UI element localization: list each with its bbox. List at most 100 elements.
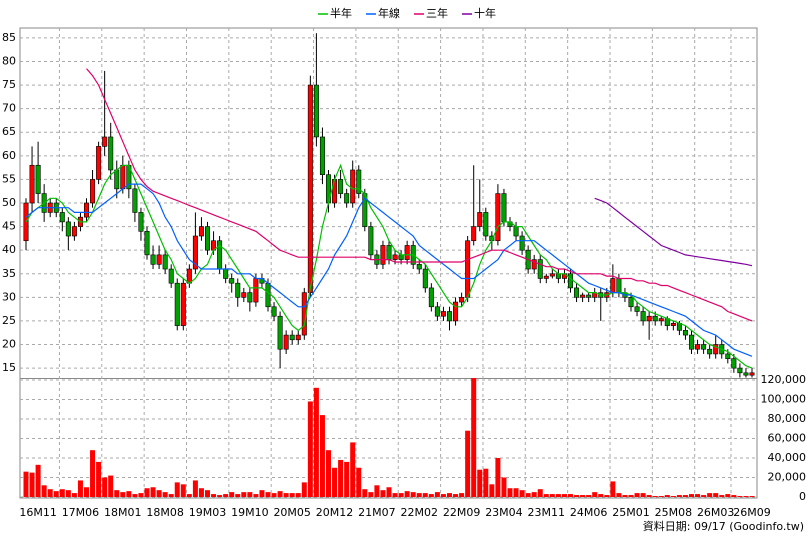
- candle-body: [198, 226, 204, 237]
- candle-body: [543, 275, 549, 279]
- volume-bar: [422, 493, 428, 497]
- y-tick-label: 85: [2, 31, 16, 44]
- volume-bar: [35, 464, 41, 497]
- candle-body: [162, 254, 168, 270]
- volume-bar: [96, 461, 102, 497]
- candle-body: [265, 282, 271, 308]
- candle-body: [319, 136, 325, 175]
- volume-bar: [386, 487, 392, 497]
- candle-body: [344, 193, 350, 204]
- x-tick-label: 20M12: [316, 506, 354, 519]
- candle-body: [338, 179, 344, 194]
- volume-bar: [707, 493, 713, 497]
- candle-body: [555, 273, 561, 279]
- volume-bar: [162, 492, 168, 497]
- volume-bar: [416, 493, 422, 497]
- volume-bar: [513, 488, 519, 497]
- candle-body: [640, 311, 646, 322]
- candle-body: [713, 344, 719, 355]
- y2-tick-label: 100,000: [761, 393, 807, 406]
- volume-bar: [23, 471, 29, 497]
- candle-body: [737, 367, 743, 374]
- volume-bar: [646, 495, 652, 497]
- x-tick-label: 26M03: [697, 506, 735, 519]
- volume-bar: [84, 487, 89, 497]
- volume-bar: [229, 492, 235, 497]
- candle-body: [368, 226, 374, 256]
- volume-bar: [168, 494, 174, 497]
- candle-body: [628, 297, 634, 308]
- candle-body: [186, 268, 192, 284]
- volume-bar: [277, 491, 283, 497]
- x-tick-label: 18M08: [146, 506, 184, 519]
- candle-body: [749, 372, 755, 376]
- volume-bar: [695, 494, 701, 497]
- y-tick-label: 60: [2, 149, 16, 162]
- y2-tick-label: 0: [799, 490, 806, 503]
- legend: 半年 年線 三年 十年: [318, 6, 496, 20]
- volume-bar: [447, 493, 452, 497]
- candle-body: [271, 306, 277, 317]
- y2-tick-label: 40,000: [768, 451, 807, 464]
- candle-body: [682, 330, 688, 336]
- volume-bar: [531, 492, 537, 497]
- volume-bar: [537, 489, 543, 497]
- volume-bar: [453, 494, 459, 497]
- volume-bar: [555, 494, 561, 497]
- volume-bar: [144, 488, 150, 497]
- volume-bar: [138, 493, 144, 497]
- y-tick-label: 30: [2, 290, 16, 303]
- candle-body: [59, 212, 65, 223]
- volume-bar: [549, 494, 555, 497]
- candle-body: [688, 334, 694, 350]
- volume-bar: [622, 495, 628, 497]
- candle-body: [289, 334, 295, 341]
- volume-bar: [658, 496, 664, 497]
- ma-line: [25, 183, 753, 357]
- y-tick-label: 45: [2, 220, 16, 233]
- candle-body: [90, 179, 96, 204]
- volume-bar: [180, 484, 186, 497]
- volume-bar: [120, 492, 126, 497]
- volume-bar: [743, 496, 749, 497]
- volume-bar: [471, 378, 477, 497]
- candle-body: [65, 221, 71, 237]
- y-tick-label: 50: [2, 196, 16, 209]
- legend-label: 三年: [426, 6, 448, 20]
- volume-bar: [682, 495, 688, 497]
- volume-bar: [53, 491, 59, 497]
- volume-bar: [670, 496, 676, 497]
- volume-bar: [259, 490, 265, 497]
- volume-bar: [604, 495, 610, 497]
- y-tick-label: 40: [2, 243, 16, 256]
- volume-bar: [59, 489, 65, 497]
- volume-bar: [737, 496, 743, 497]
- volume-bar: [459, 493, 465, 497]
- volume-bar: [205, 490, 210, 497]
- candle-body: [483, 212, 489, 237]
- volume-bar: [108, 475, 114, 497]
- volume-bar: [519, 490, 525, 497]
- candle-body: [35, 164, 41, 194]
- volume-bar: [592, 492, 598, 497]
- candle-body: [707, 348, 713, 355]
- candle-body: [416, 264, 422, 270]
- y-tick-label: 65: [2, 125, 16, 138]
- candle-body: [610, 278, 616, 293]
- volume-bar: [465, 430, 471, 497]
- volume-bar: [356, 467, 362, 497]
- volume-bar: [440, 494, 446, 497]
- candle-body: [586, 294, 592, 298]
- volume-bar: [574, 495, 580, 497]
- y-tick-label: 55: [2, 172, 16, 185]
- candle-body: [701, 344, 707, 350]
- volume-bar: [525, 493, 531, 497]
- candle-body: [453, 301, 459, 322]
- volume-bar: [640, 493, 646, 497]
- candle-body: [295, 334, 301, 341]
- volume-bar: [610, 481, 616, 497]
- x-tick-label: 16M11: [19, 506, 57, 519]
- candle-body: [180, 282, 186, 326]
- volume-bar: [156, 490, 162, 497]
- y-tick-label: 25: [2, 314, 16, 327]
